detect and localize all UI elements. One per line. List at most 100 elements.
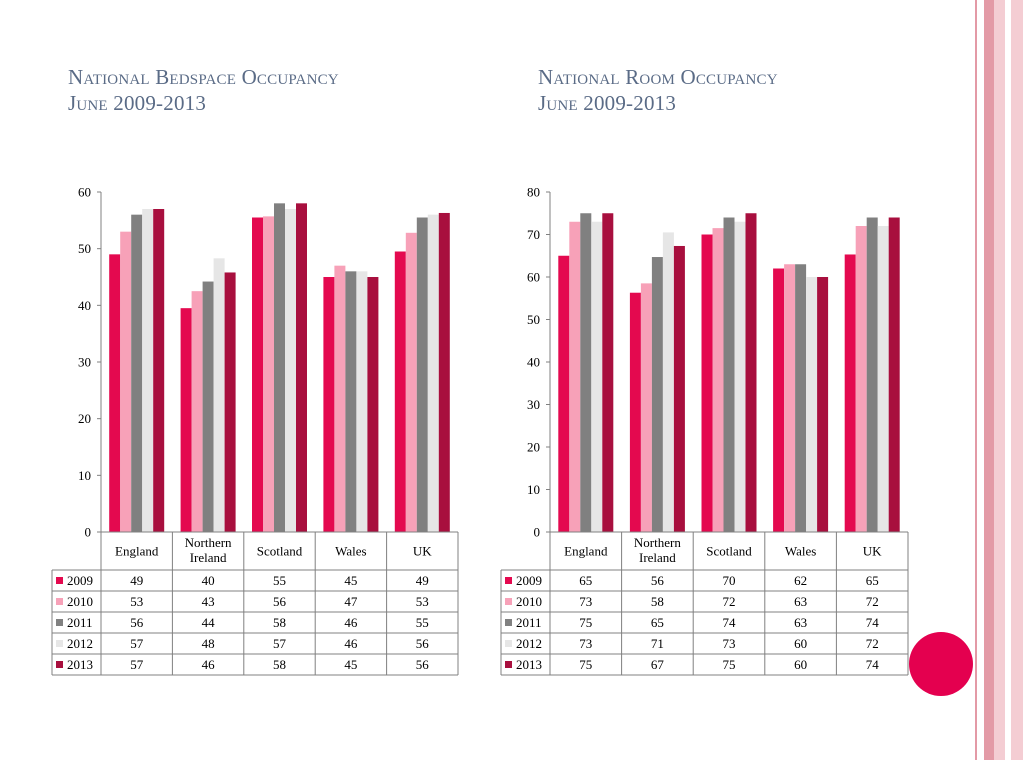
table-value: 58 — [273, 615, 286, 630]
legend-swatch-2012 — [56, 640, 63, 647]
chart-title-bedspace: National Bedspace Occupancy June 2009-20… — [68, 64, 339, 116]
chart-1 — [500, 191, 909, 676]
y-tick-label: 10 — [78, 468, 91, 483]
table-value: 56 — [416, 657, 430, 672]
stripe-edge — [1011, 0, 1023, 760]
bar-2012 — [285, 209, 296, 532]
table-value: 60 — [794, 636, 807, 651]
legend-label: 2010 — [67, 594, 93, 609]
bar-2010 — [640, 283, 652, 532]
bar-2012 — [734, 221, 746, 532]
chart-title-line-1: National Bedspace Occupancy — [68, 65, 339, 89]
bar-2009 — [844, 254, 856, 532]
y-tick-label: 80 — [527, 185, 540, 200]
y-tick-label: 60 — [78, 185, 91, 200]
table-value: 53 — [130, 594, 143, 609]
bar-2011 — [416, 217, 428, 532]
x-category-label: Wales — [785, 544, 816, 559]
bar-2011 — [723, 217, 735, 532]
table-value: 74 — [866, 615, 880, 630]
bar-2009 — [252, 217, 263, 532]
bar-2009 — [180, 308, 192, 532]
bar-2010 — [569, 221, 581, 532]
table-value: 56 — [416, 636, 430, 651]
bar-2009 — [394, 251, 406, 532]
table-value: 70 — [723, 573, 736, 588]
stripe-thin — [975, 0, 977, 760]
table-value: 62 — [794, 573, 807, 588]
bar-2012 — [806, 277, 818, 532]
legend-label: 2012 — [516, 636, 542, 651]
chart-title-room: National Room Occupancy June 2009-2013 — [538, 64, 778, 116]
legend-label: 2009 — [67, 573, 93, 588]
bar-2013 — [153, 209, 165, 532]
legend-swatch-2011 — [505, 619, 512, 626]
table-value: 55 — [273, 573, 286, 588]
table-value: 72 — [866, 594, 879, 609]
table-value: 56 — [130, 615, 144, 630]
bar-2010 — [120, 231, 132, 532]
table-value: 65 — [866, 573, 879, 588]
bar-2009 — [323, 277, 335, 532]
table-value: 58 — [273, 657, 286, 672]
table-value: 49 — [130, 573, 143, 588]
y-tick-label: 10 — [527, 482, 540, 497]
bar-2013 — [224, 272, 236, 532]
bar-2013 — [673, 245, 685, 532]
table-value: 48 — [202, 636, 215, 651]
table-value: 55 — [416, 615, 429, 630]
legend-swatch-2009 — [56, 577, 63, 584]
bar-2010 — [334, 265, 346, 532]
x-category-label: Northern — [634, 535, 681, 550]
bar-2012 — [662, 232, 674, 532]
bar-2009 — [701, 234, 713, 532]
table-value: 65 — [579, 573, 592, 588]
table-value: 72 — [723, 594, 736, 609]
decorative-circle — [909, 632, 973, 696]
bar-2012 — [427, 214, 439, 532]
bar-2013 — [367, 277, 379, 532]
table-value: 57 — [130, 657, 144, 672]
x-category-label: England — [564, 544, 608, 559]
table-value: 67 — [651, 657, 665, 672]
table-value: 73 — [579, 594, 592, 609]
table-value: 56 — [273, 594, 287, 609]
legend-swatch-2013 — [56, 661, 63, 668]
bar-2012 — [356, 271, 368, 532]
table-value: 53 — [416, 594, 429, 609]
x-category-label: Wales — [335, 544, 366, 559]
table-value: 56 — [651, 573, 665, 588]
table-value: 46 — [344, 636, 358, 651]
table-value: 60 — [794, 657, 807, 672]
bar-2009 — [558, 255, 570, 532]
x-category-label: England — [115, 544, 159, 559]
x-category-label: Ireland — [190, 550, 227, 565]
bar-2010 — [405, 232, 417, 533]
legend-label: 2011 — [516, 615, 542, 630]
table-value: 75 — [723, 657, 736, 672]
x-category-label: Northern — [185, 535, 232, 550]
stripe-light — [994, 0, 1005, 760]
x-category-label: Ireland — [639, 550, 676, 565]
legend-swatch-2012 — [505, 640, 512, 647]
y-tick-label: 20 — [527, 440, 540, 455]
bar-2009 — [773, 268, 785, 532]
legend-label: 2012 — [67, 636, 93, 651]
legend-swatch-2009 — [505, 577, 512, 584]
legend-label: 2010 — [516, 594, 542, 609]
table-value: 49 — [416, 573, 429, 588]
table-value: 57 — [273, 636, 287, 651]
legend-swatch-2010 — [505, 598, 512, 605]
bar-2013 — [817, 277, 829, 532]
bar-2010 — [784, 264, 796, 532]
bar-2011 — [345, 271, 357, 532]
table-value: 71 — [651, 636, 664, 651]
bar-2011 — [580, 213, 592, 532]
table-value: 65 — [651, 615, 664, 630]
decorative-stripes — [973, 0, 1023, 760]
y-tick-label: 30 — [78, 355, 91, 370]
table-value: 47 — [344, 594, 358, 609]
bar-2009 — [629, 292, 641, 532]
chart-title-line-1: National Room Occupancy — [538, 65, 778, 89]
bar-2009 — [109, 254, 121, 533]
